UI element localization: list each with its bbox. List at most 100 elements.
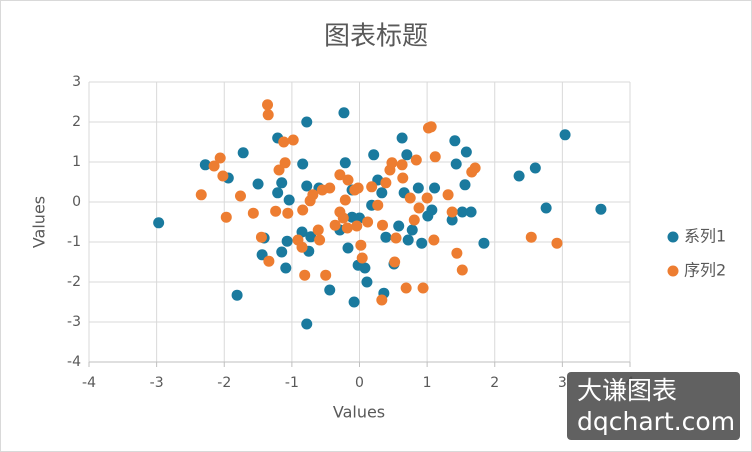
point: [220, 211, 232, 223]
point: [396, 159, 408, 171]
point: [297, 204, 309, 216]
point: [272, 187, 284, 199]
point: [376, 294, 388, 306]
point: [299, 269, 311, 281]
point: [442, 189, 454, 201]
point: [339, 157, 351, 169]
point: [334, 169, 346, 181]
point: [400, 282, 412, 294]
watermark-line: dqchart.com: [577, 407, 736, 436]
point: [449, 135, 461, 147]
point: [297, 158, 309, 170]
point: [362, 216, 374, 228]
point: [376, 219, 388, 231]
point: [252, 178, 264, 190]
point: [429, 151, 441, 163]
x-tick-label: -3: [150, 375, 164, 391]
point: [456, 206, 468, 218]
point: [255, 231, 267, 243]
point: [451, 247, 463, 259]
point: [404, 192, 416, 204]
point: [529, 162, 541, 174]
x-tick-label: -1: [285, 375, 299, 391]
y-tick-label: -2: [67, 274, 81, 290]
legend-label: 序列2: [684, 261, 726, 280]
x-tick-label: -2: [217, 375, 231, 391]
y-axis-label: Values: [30, 196, 49, 248]
point: [595, 203, 607, 215]
point: [273, 164, 285, 176]
point: [413, 202, 425, 214]
point: [412, 182, 424, 194]
point: [342, 242, 354, 254]
point: [283, 194, 295, 206]
point: [402, 234, 414, 246]
point: [329, 219, 341, 231]
point: [301, 116, 313, 128]
point: [456, 264, 468, 276]
point: [337, 212, 349, 224]
point: [338, 107, 350, 119]
point: [410, 154, 422, 166]
point: [525, 231, 537, 243]
point: [469, 162, 481, 174]
point: [446, 206, 458, 218]
point: [459, 179, 471, 191]
point: [280, 262, 292, 274]
point: [426, 204, 438, 216]
point: [513, 170, 525, 182]
x-tick-label: 1: [423, 375, 432, 391]
point: [320, 269, 332, 281]
point: [351, 220, 363, 232]
point: [270, 205, 282, 217]
x-axis-label: Values: [333, 403, 385, 422]
point: [359, 262, 371, 274]
watermark-line: 大谦图表: [577, 376, 678, 405]
point: [234, 190, 246, 202]
point: [390, 232, 402, 244]
legend-marker: [667, 265, 679, 277]
legend-label: 系列1: [684, 227, 726, 246]
point: [279, 157, 291, 169]
point: [348, 296, 360, 308]
y-tick-label: -3: [67, 314, 81, 330]
point: [408, 214, 420, 226]
point: [231, 289, 243, 301]
point: [282, 207, 294, 219]
point: [214, 152, 226, 164]
point: [281, 235, 293, 247]
point: [263, 255, 275, 267]
point: [428, 234, 440, 246]
point: [342, 174, 354, 186]
point: [324, 284, 336, 296]
x-tick-label: 3: [558, 375, 567, 391]
point: [208, 160, 220, 172]
point: [401, 149, 413, 161]
watermark: 大谦图表 dqchart.com: [567, 372, 740, 440]
point: [356, 252, 368, 264]
point: [305, 231, 317, 243]
point: [429, 182, 441, 194]
point: [380, 177, 392, 189]
point: [366, 181, 378, 193]
point: [372, 199, 384, 211]
y-tick-label: 3: [72, 74, 81, 90]
point: [389, 256, 401, 268]
y-tick-label: 1: [72, 154, 81, 170]
point: [262, 109, 274, 121]
point: [276, 246, 288, 258]
point: [376, 187, 388, 199]
point: [307, 189, 319, 201]
x-tick-label: 0: [355, 375, 364, 391]
point: [368, 149, 380, 161]
point: [195, 189, 207, 201]
point: [314, 234, 326, 246]
point: [393, 220, 405, 232]
point: [559, 129, 571, 141]
point: [421, 192, 433, 204]
point: [460, 146, 472, 158]
point: [425, 121, 437, 133]
point: [339, 194, 351, 206]
point: [361, 276, 373, 288]
